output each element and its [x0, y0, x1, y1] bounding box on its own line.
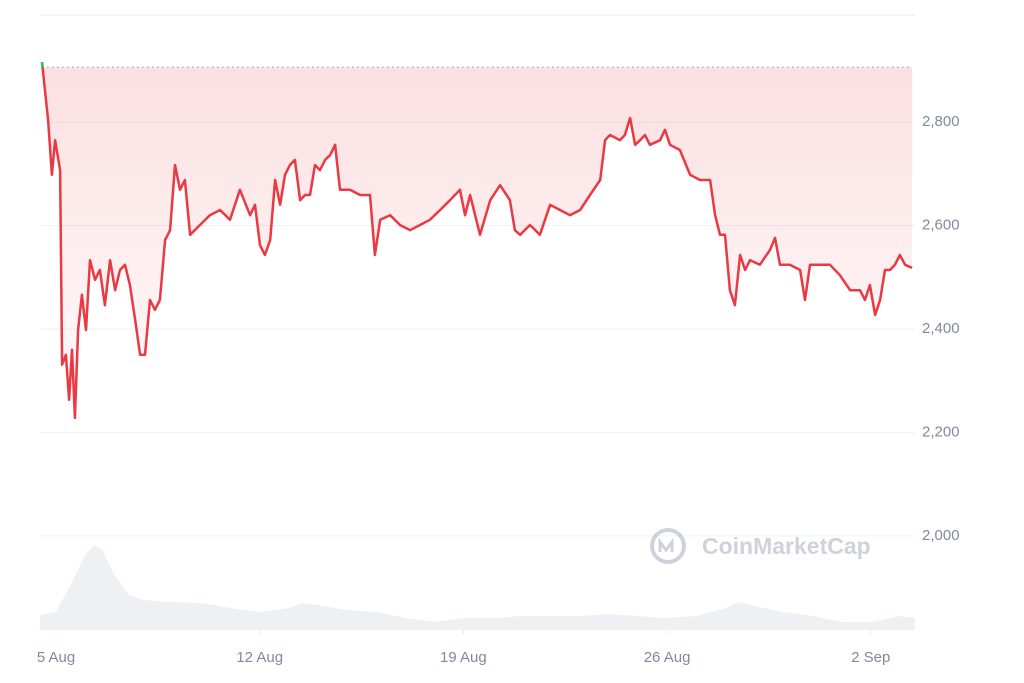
x-tick-label: 26 Aug: [644, 649, 691, 666]
price-line: [40, 61, 913, 420]
watermark-logo: [658, 537, 674, 553]
area-fill: [42, 62, 913, 418]
plot: [40, 61, 913, 420]
x-tick-label: 19 Aug: [440, 649, 487, 666]
y-tick-label: 2,400: [922, 320, 960, 337]
y-tick-label: 2,600: [922, 216, 960, 233]
watermark-text: CoinMarketCap: [702, 533, 871, 559]
y-tick-label: 2,000: [922, 527, 960, 544]
y-tick-label: 2,800: [922, 113, 960, 130]
volume-area: [40, 545, 915, 630]
watermark-logo: [650, 528, 686, 564]
watermark: CoinMarketCap: [650, 528, 871, 564]
x-tick-label: 5 Aug: [37, 649, 75, 666]
volume: [40, 545, 915, 630]
x-tick-label: 12 Aug: [236, 649, 283, 666]
x-tick-label: 2 Sep: [851, 649, 890, 666]
y-tick-label: 2,200: [922, 423, 960, 440]
